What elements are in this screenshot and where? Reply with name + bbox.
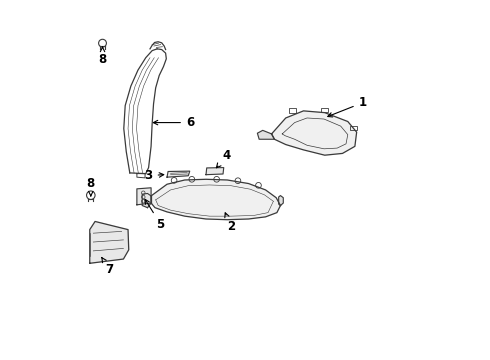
Polygon shape xyxy=(271,111,357,155)
Bar xyxy=(349,126,357,130)
Text: 8: 8 xyxy=(87,177,95,196)
Text: 1: 1 xyxy=(328,96,367,117)
Polygon shape xyxy=(151,179,280,220)
Text: 5: 5 xyxy=(145,199,165,231)
Polygon shape xyxy=(137,188,151,205)
Text: 2: 2 xyxy=(225,213,235,233)
Bar xyxy=(321,108,328,112)
Bar xyxy=(289,108,296,113)
Polygon shape xyxy=(206,168,224,175)
Text: 8: 8 xyxy=(98,47,107,66)
Text: 3: 3 xyxy=(145,169,164,182)
Polygon shape xyxy=(90,221,129,263)
Polygon shape xyxy=(167,171,190,177)
Text: 7: 7 xyxy=(102,257,114,276)
Polygon shape xyxy=(257,130,274,139)
Polygon shape xyxy=(279,195,283,206)
Text: 4: 4 xyxy=(217,149,231,168)
Text: 6: 6 xyxy=(153,116,194,129)
Polygon shape xyxy=(142,193,151,208)
